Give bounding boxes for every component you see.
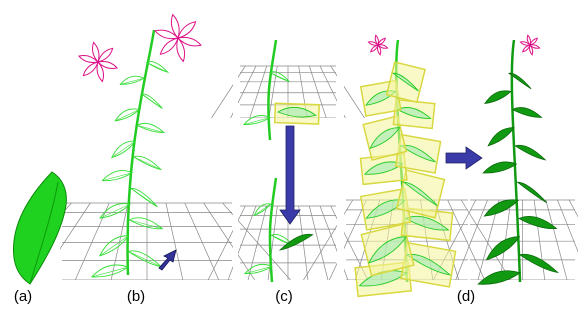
petal: [155, 30, 178, 39]
petal: [98, 48, 113, 62]
grid-clip-mask: [337, 0, 344, 290]
petal: [177, 38, 185, 61]
petal: [178, 22, 196, 38]
leaf: [512, 108, 541, 118]
panel-label: (a): [14, 288, 32, 305]
petal: [371, 45, 378, 52]
panel-label: (d): [457, 288, 475, 305]
petal: [92, 42, 98, 62]
figure: (a) (b) (c) (d): [0, 0, 578, 309]
petal: [530, 38, 537, 45]
petal: [178, 37, 201, 46]
petal: [378, 38, 385, 45]
petal: [523, 45, 530, 52]
leaf: [486, 237, 519, 260]
petal: [160, 38, 178, 54]
grid-clip-mask: [233, 0, 238, 290]
plant: [355, 35, 455, 296]
leaf-vein: [141, 94, 162, 109]
petal: [97, 62, 103, 82]
leaf-vein: [131, 188, 157, 206]
leaf: [483, 162, 516, 173]
petal: [83, 62, 98, 76]
leaf-vein: [129, 220, 162, 229]
leaf-vein: [128, 251, 161, 266]
petal: [171, 15, 179, 38]
panel-label: (c): [275, 288, 293, 305]
panel-label: (b): [127, 288, 145, 305]
leaf: [520, 254, 558, 272]
leaf: [484, 200, 518, 216]
leaf: [485, 91, 511, 104]
